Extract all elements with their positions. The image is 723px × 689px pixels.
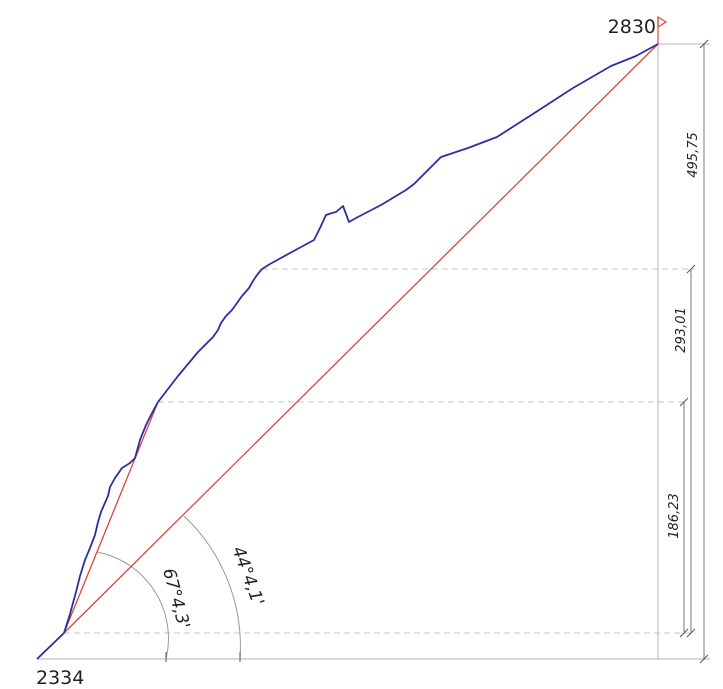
summit-flag-icon [657,15,668,44]
chord-line-overall [63,43,659,634]
angle-label-steep: 67°4,3' [158,566,193,631]
dimension-middle-label: 293,01 [674,307,689,353]
elevation-label-top: 2830 [608,16,656,38]
angle-arc-overall [183,515,241,660]
dimension-middle: 293,01 [674,264,696,638]
chord-line-steep [63,401,159,634]
elevation-label-bottom: 2334 [36,667,84,689]
dimension-total-label: 495,75 [686,132,701,178]
dimension-lower-label: 186,23 [667,493,682,539]
ground-profile-line [36,43,659,660]
dimension-lower: 186,23 [667,397,689,638]
dimension-total: 495,75 [686,39,709,664]
angle-arc-steep [96,551,169,660]
